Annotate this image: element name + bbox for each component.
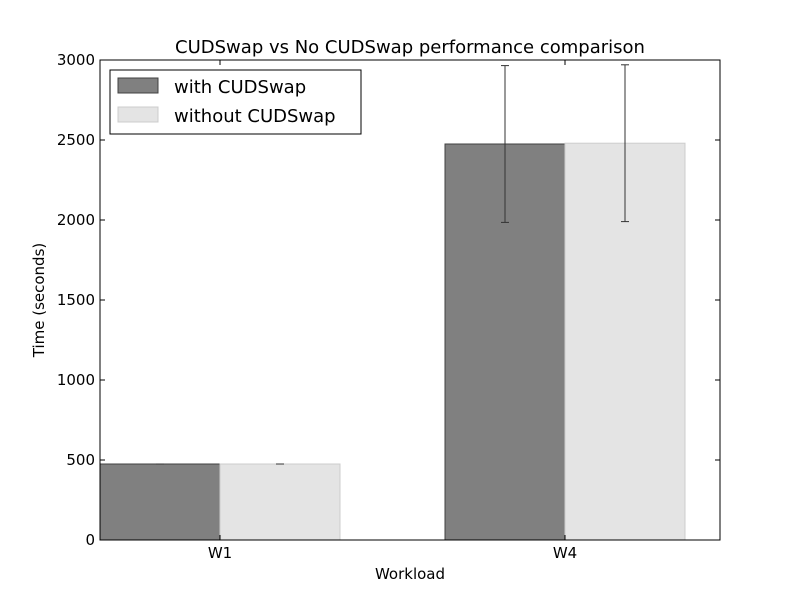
- x-axis-label: Workload: [375, 565, 445, 583]
- y-tick-label-0: 0: [85, 531, 95, 549]
- y-tick-label-1500: 1500: [57, 291, 95, 309]
- y-tick-label-2000: 2000: [57, 211, 95, 229]
- bar-with-cudswap-w1: [99, 463, 221, 541]
- y-tick-label-2500: 2500: [57, 131, 95, 149]
- legend-label-with-cudswap: with CUDSwap: [174, 77, 306, 98]
- y-tick-label-1000: 1000: [57, 371, 95, 389]
- legend-label-without-cudswap: without CUDSwap: [174, 106, 336, 127]
- legend: with CUDSwap without CUDSwap: [109, 69, 362, 135]
- y-tick-label-500: 500: [66, 451, 95, 469]
- x-tick-label-w1: W1: [208, 544, 232, 562]
- y-axis: 0 500 1000 1500 2000 2500 3000: [57, 51, 720, 549]
- error-bars-layer: [156, 64, 629, 465]
- bar-without-cudswap-w1: [219, 463, 341, 541]
- legend-swatch-without-cudswap: [117, 106, 159, 123]
- legend-swatch-with-cudswap: [117, 77, 159, 94]
- chart-title: CUDSwap vs No CUDSwap performance compar…: [175, 37, 645, 58]
- x-axis: W1 W4: [208, 60, 577, 562]
- y-axis-label: Time (seconds): [30, 243, 48, 359]
- y-tick-label-3000: 3000: [57, 51, 95, 69]
- x-tick-label-w4: W4: [553, 544, 577, 562]
- bars-layer: [99, 142, 686, 541]
